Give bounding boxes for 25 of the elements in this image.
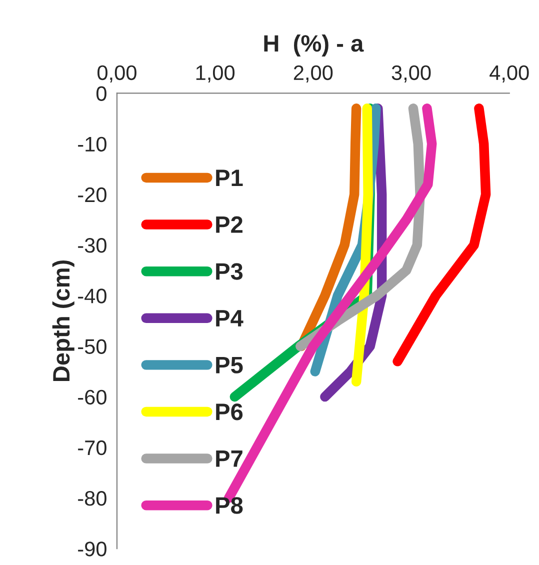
y-tick-label: -80	[78, 491, 106, 506]
legend-label: P8	[216, 497, 243, 514]
y-tick-label: -50	[78, 339, 106, 354]
x-tick-label: 2,00	[294, 65, 333, 83]
legend-label: P6	[216, 404, 243, 420]
y-tick-label: -30	[78, 238, 106, 253]
y-tick-label: -40	[78, 288, 106, 304]
x-tick-label: 4,00	[490, 65, 529, 83]
legend-label: P3	[216, 263, 243, 280]
legend-label: P1	[216, 170, 243, 186]
chart-title: H (%) - a	[264, 34, 364, 56]
y-tick-label: 0	[96, 86, 106, 101]
y-axis-title: Depth (cm)	[52, 260, 74, 381]
y-tick-label: -90	[78, 542, 106, 556]
legend-label: P5	[216, 356, 243, 374]
x-tick-label: 1,00	[196, 65, 235, 83]
y-tick-label: -60	[78, 390, 106, 405]
x-tick-label: 0,00	[98, 65, 136, 83]
y-tick-label: -70	[78, 440, 106, 456]
legend-label: P2	[216, 216, 242, 233]
legend-label: P7	[216, 450, 242, 467]
y-tick-label: -10	[78, 136, 106, 152]
legend-label: P4	[216, 310, 244, 326]
y-tick-label: -20	[78, 187, 106, 202]
x-tick-label: 3,00	[392, 65, 431, 83]
